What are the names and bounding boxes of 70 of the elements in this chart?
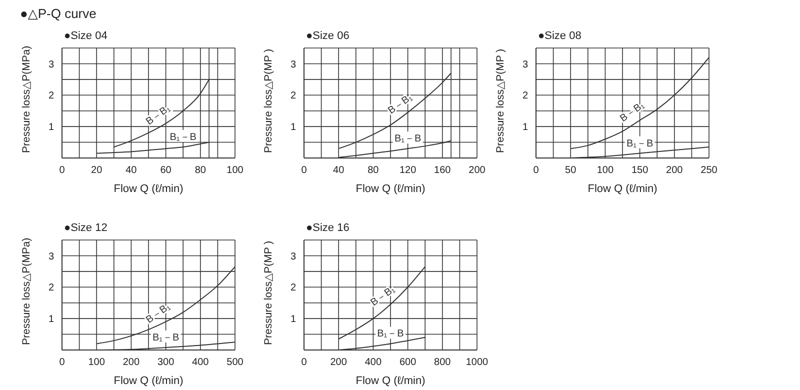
x-tick-label: 200: [666, 165, 684, 176]
x-tick-label: 40: [333, 165, 345, 176]
x-tick-label: 60: [160, 165, 172, 176]
y-axis-title: Pressure loss△P(MPa): [20, 46, 33, 153]
x-tick-label: 0: [301, 165, 308, 176]
x-tick-label: 0: [533, 165, 540, 176]
x-tick-label: 400: [192, 357, 210, 368]
series-label: B₁－B: [170, 132, 197, 143]
y-axis-title: Pressure loss△P(MP ): [494, 48, 507, 153]
x-axis-title: Flow Q (ℓ/min): [356, 183, 426, 195]
y-axis-title: Pressure loss△P(MP ): [262, 240, 275, 345]
x-tick-label: 250: [700, 165, 718, 176]
chart-subtitle: ●Size 06: [306, 30, 350, 44]
series-label: B₁－B: [152, 332, 180, 344]
chart-title: ●△P-Q curve: [20, 6, 96, 22]
y-tick-label: 1: [522, 122, 528, 134]
y-tick-label: 3: [48, 59, 54, 70]
x-tick-label: 100: [226, 165, 244, 176]
x-axis-title: Flow Q (ℓ/min): [114, 375, 184, 387]
x-axis-title: Flow Q (ℓ/min): [356, 375, 426, 387]
chart-subtitle: ●Size 08: [538, 30, 582, 44]
x-tick-label: 80: [368, 165, 380, 176]
x-tick-label: 600: [399, 357, 417, 368]
x-tick-label: 200: [468, 165, 486, 176]
x-tick-label: 40: [126, 165, 138, 176]
y-tick-label: 2: [48, 90, 54, 102]
text: B－B₁: [386, 92, 415, 117]
y-tick-label: 3: [290, 251, 296, 262]
x-tick-label: 200: [122, 357, 140, 368]
x-tick-label: 300: [157, 357, 175, 368]
x-tick-label: 100: [88, 357, 106, 368]
y-tick-label: 2: [290, 90, 296, 102]
text: B－B₁: [618, 100, 647, 124]
y-tick-label: 3: [290, 59, 296, 70]
text: B－B₁: [144, 301, 173, 326]
x-tick-label: 150: [631, 165, 649, 176]
series-label: B₁－B: [377, 328, 404, 340]
y-tick-label: 1: [48, 122, 54, 134]
x-tick-label: 400: [364, 357, 382, 368]
series-label: B₁－B: [626, 138, 654, 150]
x-tick-label: 800: [434, 357, 452, 368]
chart-subtitle: ●Size 04: [64, 30, 108, 44]
x-tick-label: 0: [59, 165, 66, 176]
y-tick-label: 2: [48, 282, 54, 294]
x-tick-label: 1000: [466, 357, 489, 368]
text: B－B₁: [144, 102, 173, 128]
y-axis-title: Pressure loss△P(MP ): [262, 48, 275, 153]
y-tick-label: 2: [522, 90, 528, 102]
y-tick-label: 3: [522, 59, 528, 70]
x-tick-label: 80: [194, 165, 206, 176]
chart-subtitle: ●Size 16: [306, 222, 350, 236]
y-tick-label: 2: [290, 282, 296, 294]
x-tick-label: 500: [226, 357, 244, 368]
y-tick-label: 1: [290, 314, 296, 326]
x-tick-label: 160: [434, 165, 452, 176]
chart-subtitle: ●Size 12: [64, 222, 108, 236]
series-label: B₁－B: [394, 134, 422, 145]
x-tick-label: 200: [330, 357, 348, 368]
y-tick-label: 1: [48, 314, 54, 326]
y-axis-title: Pressure loss△P(MPa): [20, 238, 33, 345]
x-tick-label: 0: [59, 357, 66, 368]
y-tick-label: 1: [290, 122, 296, 134]
x-tick-label: 120: [399, 165, 417, 176]
x-tick-label: 100: [596, 165, 614, 176]
y-tick-label: 3: [48, 251, 54, 262]
x-tick-label: 50: [565, 165, 577, 176]
x-tick-label: 20: [91, 165, 103, 176]
x-axis-title: Flow Q (ℓ/min): [588, 183, 658, 195]
x-axis-title: Flow Q (ℓ/min): [114, 183, 184, 195]
x-tick-label: 0: [301, 357, 308, 368]
